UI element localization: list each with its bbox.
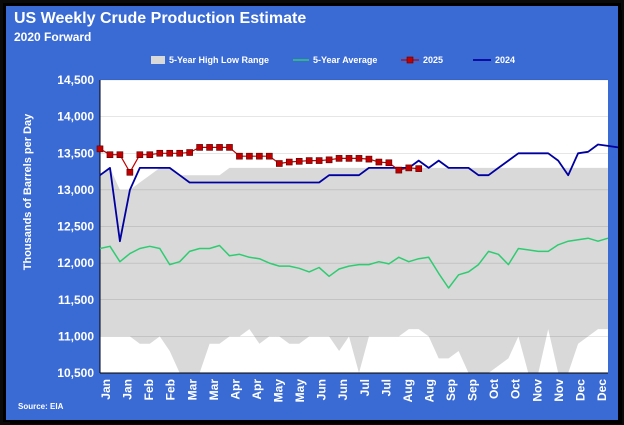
x-tick-label: Feb <box>164 379 178 400</box>
x-tick-label: Jul <box>358 379 372 396</box>
series-2025-point <box>186 149 193 156</box>
x-tick-label: Jun <box>336 379 350 400</box>
series-2025-point <box>405 164 413 172</box>
x-tick-label: Dec <box>573 379 587 401</box>
series-2025-point <box>156 149 164 157</box>
x-tick-label: Apr <box>228 379 242 400</box>
x-tick-label: Oct <box>487 379 501 399</box>
x-tick-label: Jul <box>379 379 393 396</box>
series-2025-point <box>146 151 154 159</box>
series-2025-point <box>116 151 124 159</box>
x-tick-label: Mar <box>185 379 199 401</box>
series-2024-line <box>99 143 619 243</box>
x-tick-label: Aug <box>401 379 415 402</box>
x-tick-label: Nov <box>530 379 544 402</box>
chart-title: US Weekly Crude Production Estimate <box>14 10 307 27</box>
series-2025-point <box>285 158 293 166</box>
x-tick-label: Jan <box>121 379 135 400</box>
chart-subtitle: 2020 Forward <box>14 30 92 44</box>
series-2025-point <box>216 144 223 151</box>
series-2025-point <box>395 166 403 174</box>
series-2025-point <box>266 152 273 160</box>
series-2025-point <box>236 152 243 160</box>
x-tick-label: May <box>272 379 286 403</box>
series-2025-point <box>196 144 203 151</box>
series-2025-point <box>325 156 333 164</box>
y-tick-label: 10,500 <box>57 366 94 380</box>
x-tick-label: Jun <box>315 379 329 400</box>
y-tick-label: 11,500 <box>58 293 94 307</box>
x-tick-label: Aug <box>422 379 436 402</box>
x-tick-label: Oct <box>509 379 523 399</box>
series-2025-point <box>365 155 373 163</box>
series-2025-point <box>176 149 183 157</box>
series-2025-point <box>275 160 283 167</box>
x-tick-label: Sep <box>444 379 458 401</box>
x-tick-label: Dec <box>595 379 609 401</box>
legend-label-average: 5-Year Average <box>313 55 377 65</box>
series-2025-point <box>295 158 303 165</box>
x-tick-label: Mar <box>207 379 221 401</box>
series-2025-point <box>345 155 353 162</box>
y-tick-label: 12,000 <box>57 256 94 270</box>
y-tick-label: 13,000 <box>57 183 94 197</box>
y-tick-label: 14,500 <box>57 73 94 87</box>
x-tick-label: Apr <box>250 379 264 400</box>
series-2025-point <box>226 144 233 151</box>
legend-swatch-range <box>151 56 165 64</box>
series-2025-point <box>415 165 423 172</box>
x-tick-label: May <box>293 379 307 403</box>
series-2025-point <box>305 157 313 164</box>
source-note: Source: EIA <box>18 402 64 411</box>
series-2025-point <box>335 155 343 162</box>
legend-label-2025: 2025 <box>423 55 443 65</box>
series-2025-point <box>126 168 134 176</box>
line-chart: 10,500 11,000 11,500 12,000 12,500 13,000 13,5… <box>57 55 619 403</box>
series-2025-point <box>256 152 263 160</box>
series-2025-point <box>206 144 213 151</box>
series-2025-point <box>96 145 104 153</box>
y-tick-label: 11,000 <box>58 329 94 343</box>
legend-label-range: 5-Year High Low Range <box>169 55 269 65</box>
y-tick-label: 14,000 <box>57 110 94 124</box>
range-area <box>100 167 608 373</box>
series-2025-point <box>106 151 114 159</box>
legend-label-2024: 2024 <box>495 55 515 65</box>
legend-swatch-2025-marker <box>406 56 414 64</box>
x-tick-label: Sep <box>466 379 480 401</box>
y-tick-label: 12,500 <box>57 220 94 234</box>
x-tick-label: Jan <box>99 379 113 400</box>
y-tick-label: 13,500 <box>57 146 94 160</box>
series-2025-point <box>246 152 253 160</box>
series-2025-point <box>385 159 393 167</box>
series-2025-point <box>136 151 144 159</box>
x-tick-label: Feb <box>142 379 156 400</box>
series-5yr-average-line <box>99 237 609 289</box>
x-tick-label: Nov <box>552 379 566 402</box>
series-2025-point <box>355 155 363 162</box>
series-2025-point <box>375 158 383 166</box>
series-2025-point <box>315 157 323 164</box>
series-2025-point <box>166 149 174 157</box>
